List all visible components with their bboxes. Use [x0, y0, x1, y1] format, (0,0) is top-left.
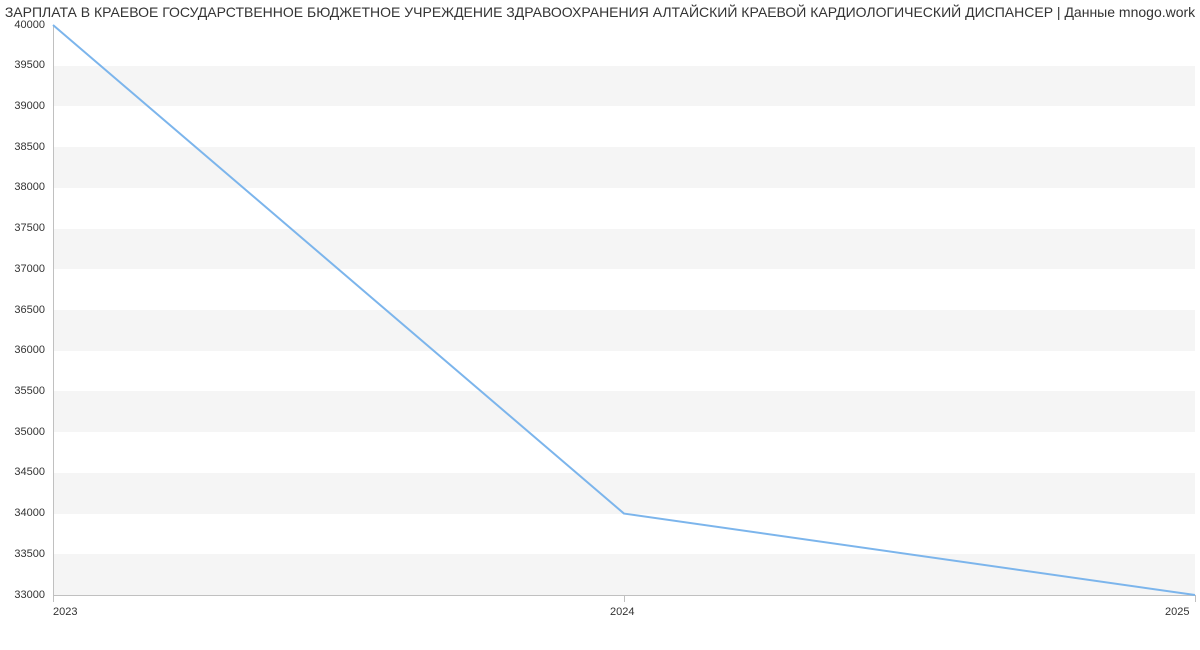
- x-tick-label: 2024: [610, 606, 634, 618]
- x-tick-label: 2025: [1165, 606, 1189, 618]
- y-tick-label: 33000: [14, 589, 45, 601]
- line-layer: [53, 25, 1195, 595]
- series-line: [53, 25, 1195, 595]
- x-tick: [53, 595, 54, 602]
- y-tick-label: 34500: [14, 466, 45, 478]
- y-tick-label: 36000: [14, 344, 45, 356]
- y-tick-label: 33500: [14, 548, 45, 560]
- y-tick-label: 38500: [14, 141, 45, 153]
- y-tick-label: 35000: [14, 426, 45, 438]
- y-tick-label: 36500: [14, 304, 45, 316]
- plot-area: 3300033500340003450035000355003600036500…: [53, 25, 1195, 595]
- y-tick-label: 37500: [14, 222, 45, 234]
- chart-container: ЗАРПЛАТА В КРАЕВОЕ ГОСУДАРСТВЕННОЕ БЮДЖЕ…: [0, 0, 1200, 650]
- y-tick-label: 35500: [14, 385, 45, 397]
- x-tick-label: 2023: [53, 606, 77, 618]
- chart-title: ЗАРПЛАТА В КРАЕВОЕ ГОСУДАРСТВЕННОЕ БЮДЖЕ…: [0, 4, 1200, 20]
- y-tick-label: 40000: [14, 19, 45, 31]
- y-tick-label: 38000: [14, 181, 45, 193]
- y-tick-label: 39000: [14, 100, 45, 112]
- y-tick-label: 37000: [14, 263, 45, 275]
- x-tick: [624, 595, 625, 602]
- x-tick: [1195, 595, 1196, 602]
- y-tick-label: 39500: [14, 59, 45, 71]
- y-tick-label: 34000: [14, 507, 45, 519]
